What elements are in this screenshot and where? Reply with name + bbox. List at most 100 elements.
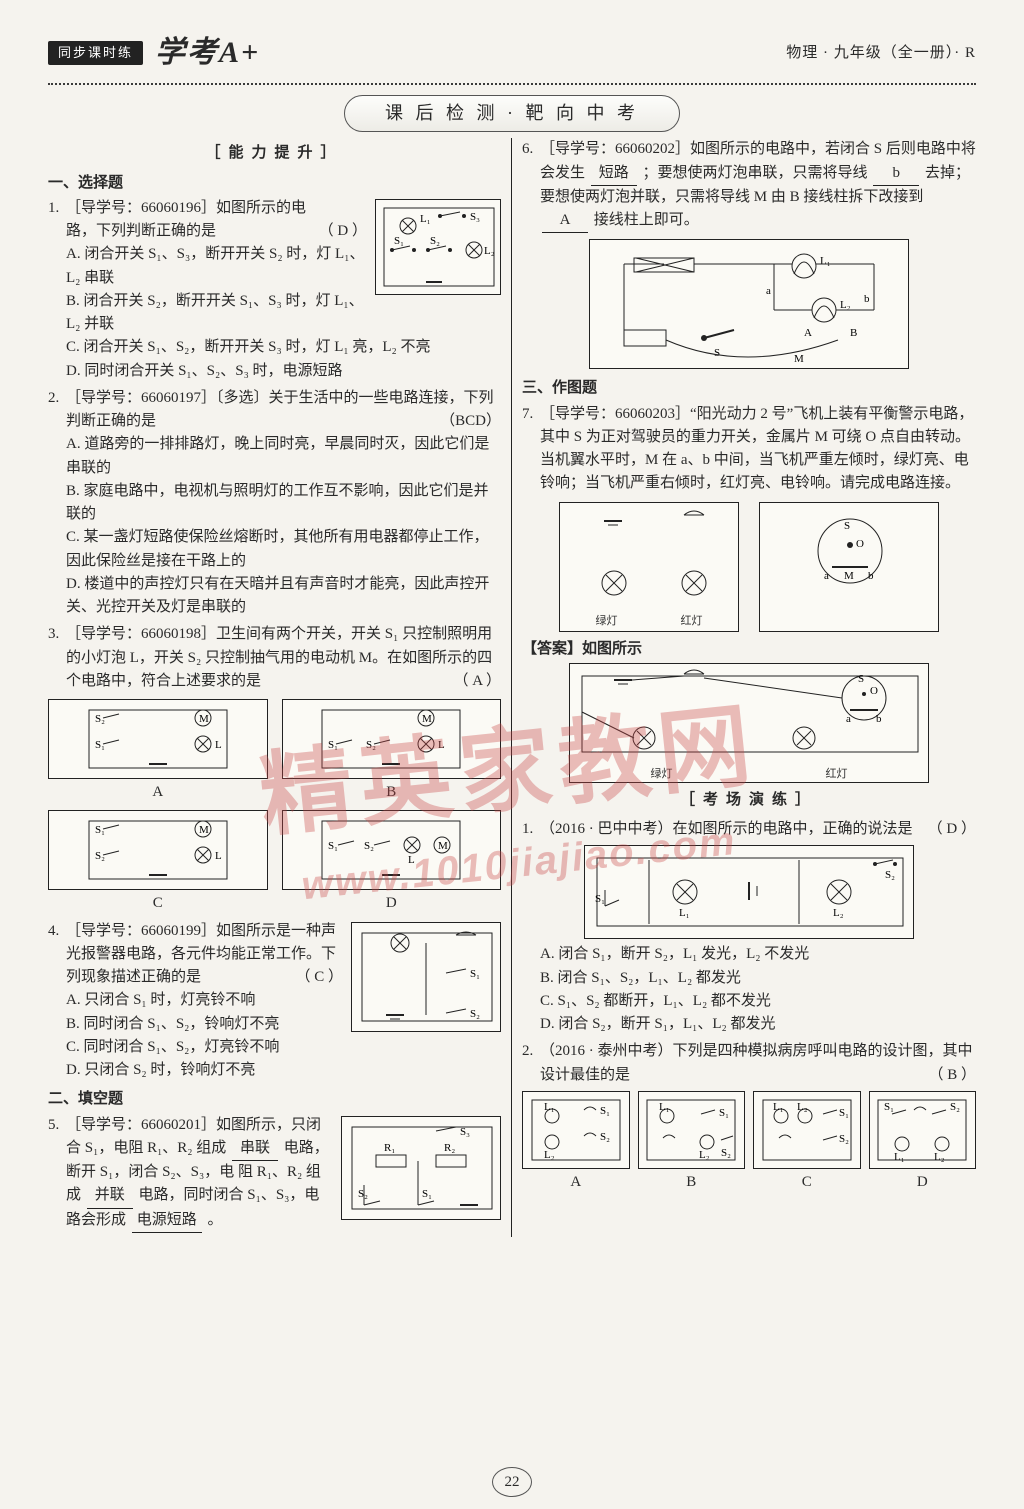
- e2-answer: （ B ）: [928, 1064, 976, 1087]
- q3-circuit-C: S₁ M S₂ L: [48, 810, 268, 890]
- left-column: ［能力提升］ 一、选择题 L₁ S₃ S₁ S₂ L₂: [48, 138, 512, 1237]
- cap-A: A: [48, 781, 268, 804]
- svg-text:S₂: S₂: [364, 840, 374, 852]
- fill-heading: 二、填空题: [48, 1088, 501, 1111]
- svg-text:S₂: S₂: [95, 713, 105, 725]
- q-number: 4.: [48, 920, 66, 990]
- q4-optD: D. 只闭合 S₂ 时，铃响灯不亮: [48, 1059, 501, 1082]
- svg-text:L₁: L₁: [544, 1101, 555, 1113]
- exam-q1: 1. （2016 · 巴中中考）在如图所示的电路中，正确的说法是 （ D ） S…: [522, 818, 976, 1036]
- q5-blank2: 并联: [87, 1184, 133, 1208]
- svg-text:R₂: R₂: [444, 1142, 455, 1154]
- e2-circ-D: S₁ S₂ L₁ L₂: [869, 1091, 977, 1169]
- svg-text:S₂: S₂: [430, 235, 440, 247]
- svg-text:S₂: S₂: [721, 1147, 731, 1159]
- svg-text:S: S: [714, 347, 720, 359]
- answer-label: 【答案】如图所示: [522, 638, 976, 661]
- question-4: S₁ S₂ 4. ［导学号：66060199］如图所示是一种声光报警器电路，各元…: [48, 920, 501, 1083]
- mcq-heading: 一、选择题: [48, 172, 501, 195]
- q3-answer: （ A ）: [453, 670, 501, 693]
- brand-title: 学考A+: [155, 30, 260, 77]
- q1-answer: （ D ）: [319, 220, 367, 243]
- q2-answer: （BCD）: [440, 410, 501, 433]
- svg-text:S₂: S₂: [95, 850, 105, 862]
- q5-blank3: 电源短路: [132, 1209, 202, 1233]
- e1-answer: （ D ）: [928, 818, 976, 841]
- svg-text:S₁: S₁: [719, 1107, 729, 1119]
- e1-optB: B. 闭合 S₁、S₂，L₁、L₂ 都发光: [522, 967, 976, 990]
- svg-text:S₃: S₃: [460, 1126, 470, 1138]
- q1-circuit-figure: L₁ S₃ S₁ S₂ L₂: [375, 199, 501, 295]
- two-column-layout: ［能力提升］ 一、选择题 L₁ S₃ S₁ S₂ L₂: [48, 138, 976, 1237]
- svg-text:L₁: L₁: [659, 1101, 670, 1113]
- e1-optA: A. 闭合 S₁，断开 S₂，L₁ 发光，L₂ 不发光: [522, 943, 976, 966]
- svg-text:S₃: S₃: [470, 211, 480, 223]
- svg-text:S₁: S₁: [595, 893, 605, 905]
- e2-circ-C: L₁ L₂ S₁ S₂: [753, 1091, 861, 1169]
- red-label: 红灯: [681, 613, 703, 630]
- svg-text:S₁: S₁: [600, 1105, 610, 1117]
- ability-heading: ［能力提升］: [48, 142, 501, 165]
- q6-blank2: b: [873, 162, 919, 186]
- q4-circuit-figure: S₁ S₂: [351, 922, 501, 1032]
- e2-lead: （2016 · 泰州中考）下列是四种模拟病房呼叫电路的设计图，其中设计最佳的是: [540, 1043, 973, 1082]
- svg-text:L₂: L₂: [699, 1149, 710, 1161]
- q5-blank1: 串联: [232, 1137, 278, 1161]
- q3-circuit-A: S₂ M S₁ L: [48, 699, 268, 779]
- svg-text:S₂: S₂: [366, 739, 376, 751]
- svg-text:L: L: [215, 739, 222, 751]
- svg-text:S₁: S₁: [839, 1107, 849, 1119]
- q1-lead: ［导学号：66060196］如图所示的电: [66, 200, 306, 216]
- svg-text:M: M: [844, 570, 854, 582]
- q-number: 1.: [522, 818, 540, 841]
- cap-C: C: [48, 892, 268, 915]
- q3-figure-grid: S₂ M S₁ L A M S₁ S₂ L: [48, 699, 501, 916]
- svg-text:S₁: S₁: [95, 739, 105, 751]
- svg-text:L₁: L₁: [679, 907, 690, 919]
- svg-text:M: M: [422, 713, 432, 725]
- drawing-heading: 三、作图题: [522, 377, 976, 400]
- svg-text:L₂: L₂: [840, 299, 851, 311]
- svg-text:L: L: [408, 854, 415, 866]
- q-number: 3.: [48, 623, 66, 693]
- svg-text:S₁: S₁: [328, 739, 338, 751]
- exam-q2: 2. （2016 · 泰州中考）下列是四种模拟病房呼叫电路的设计图，其中设计最佳…: [522, 1040, 976, 1194]
- q7-figures: 绿灯 红灯 S O a M b: [522, 502, 976, 632]
- svg-text:B: B: [850, 327, 857, 339]
- svg-text:S₁: S₁: [328, 840, 338, 852]
- circuit-icon: L₁ S₃ S₁ S₂ L₂: [380, 204, 498, 290]
- page-number: 22: [492, 1467, 532, 1497]
- e2-figure-row: L₁ L₂ S₁ S₂ A L₁ S₁ L₂ S₂: [522, 1091, 976, 1194]
- svg-text:S₁: S₁: [470, 968, 480, 980]
- q4-optC: C. 同时闭合 S₁、S₂，灯亮铃不响: [48, 1036, 501, 1059]
- q3-lead: ［导学号：66060198］卫生间有两个开关，开关 S₁ 只控制照明用的小灯泡 …: [66, 626, 492, 689]
- q-number: 6.: [522, 138, 540, 233]
- svg-text:S₁: S₁: [422, 1188, 432, 1200]
- q2-optB: B. 家庭电路中，电视机与照明灯的工作互不影响，因此它们是并联的: [48, 480, 501, 527]
- svg-text:b: b: [868, 570, 874, 582]
- svg-text:L₂: L₂: [934, 1151, 945, 1163]
- svg-text:A: A: [804, 327, 812, 339]
- svg-text:a: a: [846, 713, 851, 725]
- e1-circuit-figure: S₁ L₁ L₂ S₂: [584, 845, 914, 939]
- q2-lead: ［导学号：66060197］〔多选〕关于生活中的一些电路连接，下列判断正确的是: [66, 390, 494, 429]
- svg-text:L₁: L₁: [420, 213, 431, 225]
- q6-blank3: A: [542, 209, 588, 233]
- svg-text:L₁: L₁: [894, 1151, 905, 1163]
- q3-circuit-B: M S₁ S₂ L: [282, 699, 502, 779]
- question-6: 6. ［导学号：66060202］如图所示的电路中，若闭合 S 后则电路中将会发…: [522, 138, 976, 369]
- q4-answer: （ C ）: [295, 966, 343, 989]
- svg-text:b: b: [876, 713, 882, 725]
- question-7: 7. ［导学号：66060203］“阳光动力 2 号”飞机上装有平衡警示电路，其…: [522, 403, 976, 783]
- q6-blank1: 短路: [591, 162, 637, 186]
- svg-text:L₁: L₁: [820, 255, 831, 267]
- q1-lead2: 路，下列判断正确的是: [66, 223, 216, 239]
- right-column: 6. ［导学号：66060202］如图所示的电路中，若闭合 S 后则电路中将会发…: [512, 138, 976, 1237]
- q6-tail: 接线柱上即可。: [594, 212, 699, 228]
- e2-circ-A: L₁ L₂ S₁ S₂: [522, 1091, 630, 1169]
- svg-text:M: M: [199, 824, 209, 836]
- svg-text:L₂: L₂: [833, 907, 844, 919]
- q2-optA: A. 道路旁的一排排路灯，晚上同时亮，早晨同时灭，因此它们是串联的: [48, 433, 501, 480]
- svg-text:S₁: S₁: [394, 235, 404, 247]
- svg-text:a: a: [766, 285, 771, 297]
